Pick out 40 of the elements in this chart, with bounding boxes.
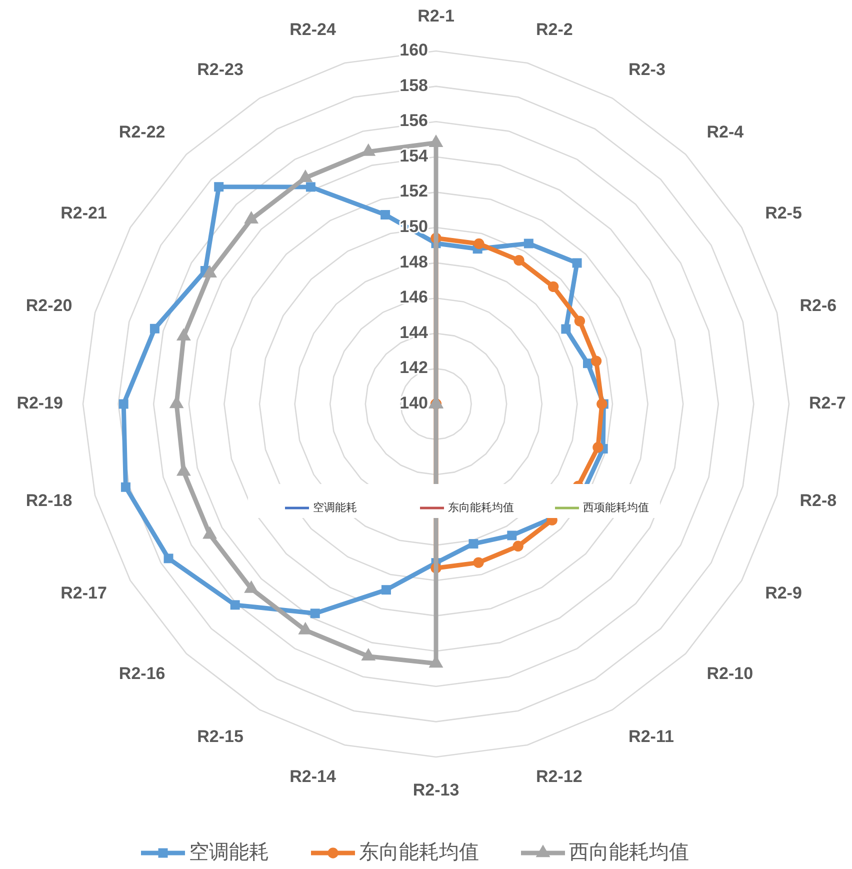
y-tick-label: 140 (400, 393, 428, 412)
y-tick-label: 146 (400, 288, 428, 307)
spoke-label: R2-4 (706, 122, 744, 142)
y-tick-label: 152 (400, 182, 428, 201)
spoke-label: R2-8 (800, 490, 837, 510)
legend-label: 空调能耗 (189, 839, 269, 864)
spoke-label: R2-5 (765, 203, 802, 222)
y-tick-label: 148 (400, 252, 428, 272)
spoke-label: R2-21 (60, 203, 107, 222)
text: 东向能耗均值 (448, 501, 514, 514)
y-tick-label: 142 (400, 358, 428, 378)
text: 空调能耗 (313, 501, 357, 514)
y-tick-label: 156 (400, 111, 428, 130)
spoke-label: R2-19 (16, 393, 63, 412)
spoke-label: R2-14 (290, 766, 336, 786)
y-tick-label: 160 (400, 40, 428, 60)
spoke-label: R2-10 (706, 664, 754, 684)
spoke-label: R2-20 (26, 296, 72, 316)
y-tick-label: 158 (400, 76, 428, 95)
spoke-label: R2-15 (197, 727, 244, 746)
spoke-label: R2-12 (536, 766, 582, 786)
y-tick-label: 154 (400, 146, 429, 166)
legend-label: 西向能耗均值 (569, 839, 689, 864)
spoke-label: R2-11 (628, 727, 674, 746)
spoke-label: R2-2 (536, 20, 573, 40)
legend-label: 东向能耗均值 (359, 839, 479, 864)
spoke-label: R2-24 (290, 20, 336, 40)
spoke-label: R2-7 (809, 393, 846, 412)
spoke-label: R2-1 (418, 6, 454, 26)
spoke-label: R2-6 (800, 296, 837, 316)
spoke-label: R2-18 (26, 490, 72, 510)
spoke-label: R2-22 (118, 122, 166, 142)
spoke-label: R2-3 (628, 60, 666, 79)
spoke-label: R2-16 (118, 664, 166, 684)
spoke-label: R2-9 (765, 583, 802, 602)
y-tick-label: 144 (400, 322, 429, 342)
text: 西项能耗均值 (583, 501, 649, 514)
spoke-label: R2-23 (197, 60, 244, 79)
spoke-label: R2-17 (60, 583, 107, 602)
spoke-label: R2-13 (412, 780, 460, 800)
